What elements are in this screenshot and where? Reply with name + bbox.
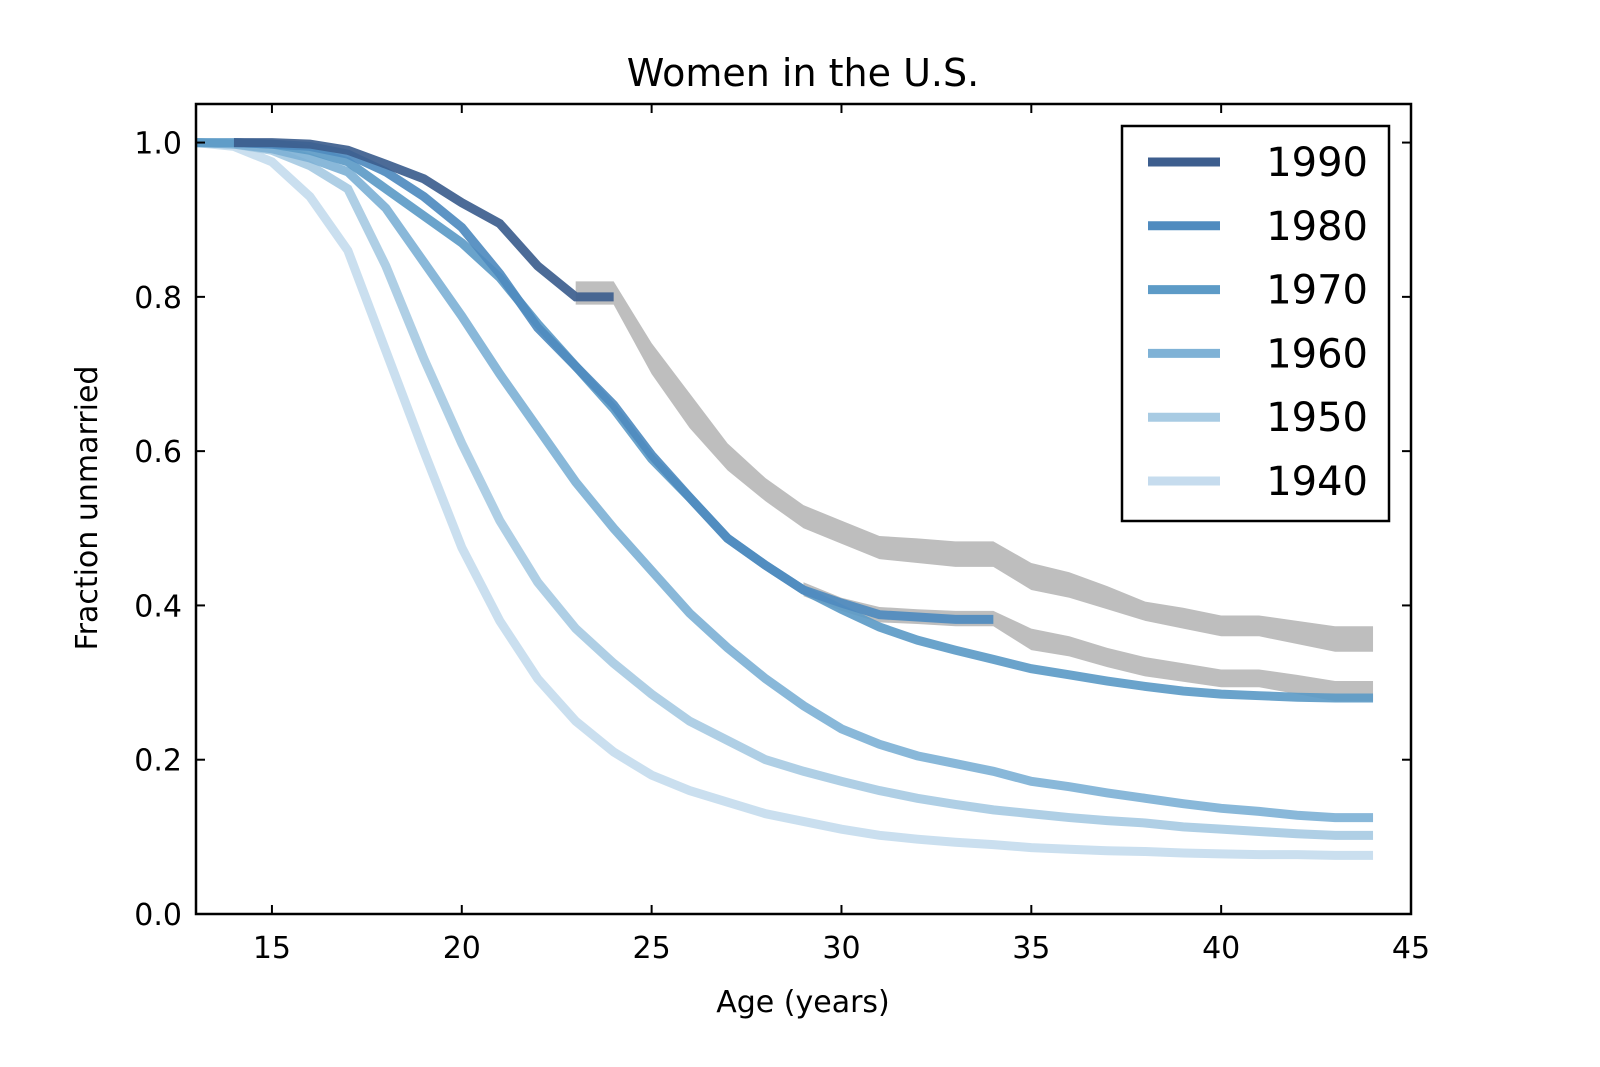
y-tick-label: 0.2	[134, 744, 182, 779]
legend-label-1980: 1980	[1266, 204, 1368, 250]
legend-label-1940: 1940	[1266, 459, 1368, 505]
chart-title: Women in the U.S.	[627, 51, 979, 95]
series-line-1980	[233, 138, 994, 624]
legend: 1990 1980 1970 1960 1950 1940	[1120, 124, 1391, 523]
legend-label-1970: 1970	[1266, 268, 1368, 314]
x-tick-label: 35	[1012, 931, 1050, 966]
y-tick-label: 0.0	[134, 898, 182, 933]
series-line-1960	[196, 138, 1374, 823]
confidence-band-2	[803, 582, 1374, 702]
legend-label-1990: 1990	[1266, 140, 1368, 186]
x-tick-label: 20	[443, 931, 481, 966]
legend-box	[1120, 124, 1391, 523]
x-axis-label: Age (years)	[716, 985, 890, 1020]
series-line-1940	[196, 138, 1374, 860]
series-line-1990	[233, 138, 614, 302]
y-tick-label: 1.0	[134, 127, 182, 162]
y-axis-label: Fraction unmarried	[70, 366, 105, 651]
uncertainty-bands	[575, 281, 1374, 702]
plot-data-area	[196, 138, 1374, 860]
series-line-1950	[196, 138, 1374, 840]
x-tick-label: 45	[1392, 931, 1430, 966]
y-tick-label: 0.8	[134, 281, 182, 316]
x-tick-label: 40	[1202, 931, 1240, 966]
legend-label-1960: 1960	[1266, 331, 1368, 377]
plot-frame	[194, 102, 1413, 916]
axis-ticks: 15 20 25 30 35 40 45 0.0 0.2 0.4 0.6 0.8 1.0	[134, 104, 1430, 966]
x-tick-label: 30	[822, 931, 860, 966]
y-tick-label: 0.4	[134, 589, 182, 624]
series-lines	[196, 138, 1374, 860]
legend-entries: 1990 1980 1970 1960 1950 1940	[1148, 140, 1368, 505]
x-tick-label: 25	[633, 931, 671, 966]
y-tick-label: 0.6	[134, 435, 182, 470]
x-tick-label: 15	[253, 931, 291, 966]
legend-label-1950: 1950	[1266, 395, 1368, 441]
confidence-band-1	[575, 281, 1374, 652]
